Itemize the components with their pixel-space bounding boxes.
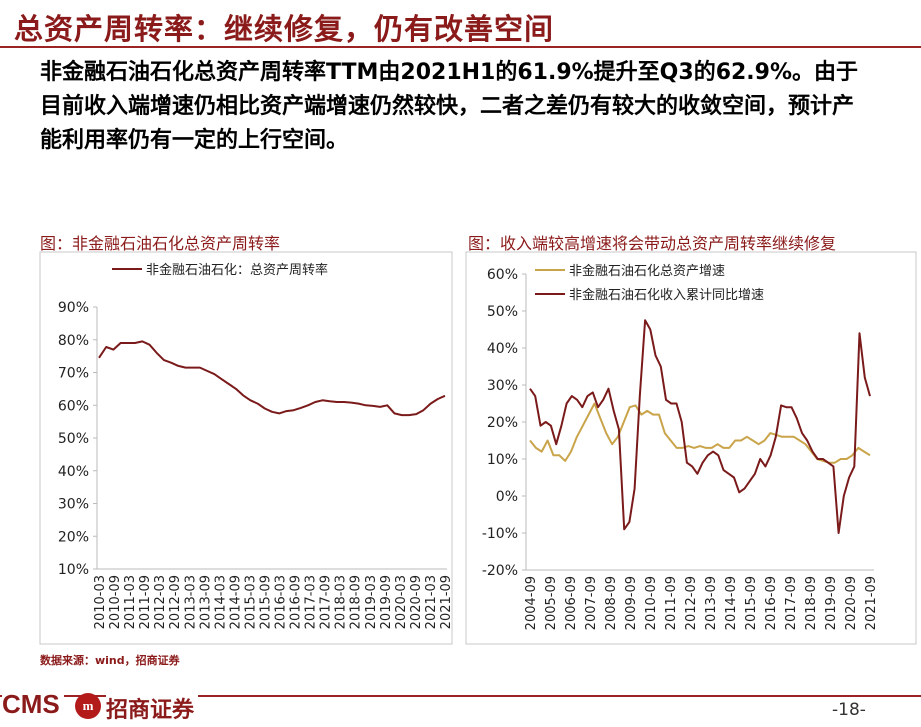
chart-0-frame xyxy=(39,251,453,645)
chart-0-x-tick-label: 2012-03 xyxy=(153,575,168,629)
page-number: -18- xyxy=(832,700,866,720)
chart-0-x-tick-label: 2017-09 xyxy=(319,575,334,629)
chart-0-x-tick-label: 2013-09 xyxy=(198,575,213,629)
chart-1-x-tick-label: 2007-09 xyxy=(584,576,599,630)
brand-logo-icon: m xyxy=(75,693,101,719)
chart-0-x-tick-label: 2019-09 xyxy=(379,575,394,629)
chart-1-x-tick-label: 2005-09 xyxy=(544,576,559,630)
brand-logo-text: CMS xyxy=(2,689,64,720)
chart-1-series-0-line xyxy=(529,402,871,464)
chart-0-x-tick-label: 2018-03 xyxy=(334,575,349,629)
chart-0-y-tick-label: 70% xyxy=(58,366,89,382)
chart-1-x-tick-label: 2015-09 xyxy=(744,576,759,630)
chart-1-y-tick-label: -20% xyxy=(482,563,518,579)
chart-0-x-tick-label: 2011-09 xyxy=(138,575,153,629)
chart-0-y-tick-label: 90% xyxy=(58,300,89,316)
chart-1-x-tick-label: 2011-09 xyxy=(664,576,679,630)
chart-0-y-tick-label: 20% xyxy=(58,529,89,545)
title-divider xyxy=(0,46,921,48)
data-source-note: 数据来源：wind，招商证券 xyxy=(40,654,180,667)
footer-divider xyxy=(0,695,921,697)
chart-0-x-tick-label: 2020-03 xyxy=(394,575,409,629)
chart-1-series-1-line xyxy=(529,319,871,534)
chart-1-x-tick-label: 2008-09 xyxy=(604,576,619,630)
chart-0-y-tick-label: 10% xyxy=(58,562,89,578)
chart-1-x-tick-label: 2021-09 xyxy=(864,576,879,630)
chart-1-y-tick-label: 20% xyxy=(487,415,518,431)
chart-1-x-tick-label: 2014-09 xyxy=(724,576,739,630)
chart-1-x-tick-label: 2018-09 xyxy=(804,576,819,630)
chart-0-x-tick-label: 2017-03 xyxy=(304,575,319,629)
brand-name: 招商证券 xyxy=(106,692,199,724)
chart-1-x-tick-label: 2013-09 xyxy=(704,576,719,630)
chart-1-x-tick-label: 2016-09 xyxy=(764,576,779,630)
chart-0-x-tick-label: 2021-09 xyxy=(439,575,454,629)
chart-1-x-tick-label: 2017-09 xyxy=(784,576,799,630)
chart-0-x-tick-label: 2014-09 xyxy=(228,575,243,629)
chart-1-y-tick-label: 50% xyxy=(487,304,518,320)
chart-0-x-tick-label: 2011-03 xyxy=(123,575,138,629)
chart-right-title: 图：收入端较高增速将会带动总资产周转率继续修复 xyxy=(468,234,837,253)
chart-0-x-tick-label: 2010-09 xyxy=(108,575,123,629)
chart-1-legend-label: 非金融石油石化收入累计同比增速 xyxy=(569,287,764,303)
chart-0-x-tick-label: 2018-09 xyxy=(349,575,364,629)
chart-1-x-tick-label: 2009-09 xyxy=(624,576,639,630)
chart-0-x-tick-label: 2015-03 xyxy=(243,575,258,629)
chart-1-y-tick-label: 10% xyxy=(487,452,518,468)
chart-1-y-tick-label: 0% xyxy=(496,489,518,505)
chart-0-x-tick-label: 2010-03 xyxy=(93,575,108,629)
chart-0-x-tick-label: 2014-03 xyxy=(213,575,228,629)
chart-0-legend-label: 非金融石油石化：总资产周转率 xyxy=(146,262,328,278)
chart-0-x-tick-label: 2015-09 xyxy=(258,575,273,629)
chart-1-x-tick-label: 2004-09 xyxy=(524,576,539,630)
chart-1-x-tick-label: 2012-09 xyxy=(684,576,699,630)
chart-0-series-0-line xyxy=(98,340,446,417)
chart-0-x-tick-label: 2012-09 xyxy=(168,575,183,629)
chart-1-x-tick-label: 2006-09 xyxy=(564,576,579,630)
summary-paragraph: 非金融石油石化总资产周转率TTM由2021H1的61.9%提升至Q3的62.9%… xyxy=(40,60,859,153)
chart-1-y-tick-label: 30% xyxy=(487,378,518,394)
chart-0-x-tick-label: 2013-03 xyxy=(183,575,198,629)
chart-0-x-tick-label: 2016-03 xyxy=(274,575,289,629)
chart-1-legend-label: 非金融石油石化总资产增速 xyxy=(569,263,725,279)
page-title: 总资产周转率：继续修复，仍有改善空间 xyxy=(14,12,555,46)
chart-0-y-tick-label: 80% xyxy=(58,333,89,349)
chart-0-y-tick-label: 60% xyxy=(58,398,89,414)
chart-0-y-tick-label: 30% xyxy=(58,497,89,513)
chart-0-x-tick-label: 2020-09 xyxy=(409,575,424,629)
chart-1-x-tick-label: 2010-09 xyxy=(644,576,659,630)
chart-0-y-tick-label: 40% xyxy=(58,464,89,480)
chart-0-x-tick-label: 2021-03 xyxy=(424,575,439,629)
chart-0-y-tick-label: 50% xyxy=(58,431,89,447)
chart-left-title: 图：非金融石油石化总资产周转率 xyxy=(40,234,281,253)
chart-1-frame xyxy=(465,251,917,645)
chart-1-x-tick-label: 2020-09 xyxy=(844,576,859,630)
chart-1-y-tick-label: 60% xyxy=(487,267,518,283)
chart-1-x-tick-label: 2019-09 xyxy=(824,576,839,630)
chart-0-x-tick-label: 2016-09 xyxy=(289,575,304,629)
chart-1-y-tick-label: -10% xyxy=(482,526,518,542)
chart-1-y-tick-label: 40% xyxy=(487,341,518,357)
chart-0-x-tick-label: 2019-03 xyxy=(364,575,379,629)
